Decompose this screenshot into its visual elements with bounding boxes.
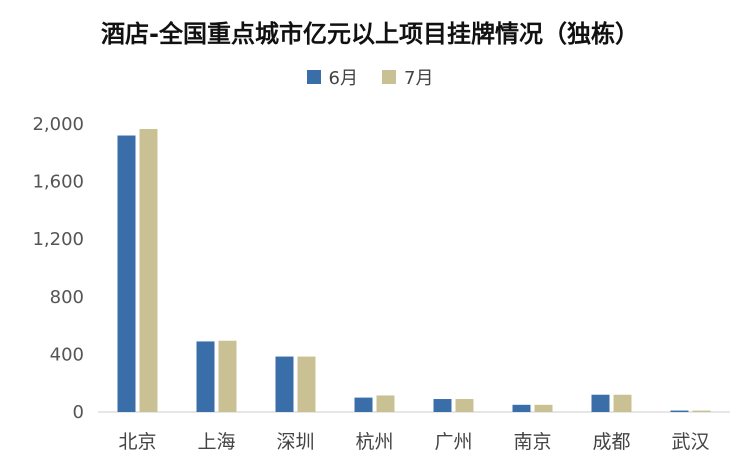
x-category-label: 成都 (592, 431, 630, 453)
bar-july-4 (455, 399, 474, 412)
legend: 6月 7月 (0, 64, 740, 90)
y-tick-label: 0 (73, 402, 84, 423)
x-category-label: 深圳 (276, 431, 314, 453)
x-category-label: 上海 (197, 431, 235, 453)
bar-july-6 (613, 394, 632, 412)
x-category-label: 北京 (118, 431, 156, 453)
bar-june-6 (591, 394, 610, 412)
legend-item-june: 6月 (306, 64, 358, 90)
legend-swatch-july (382, 70, 396, 84)
bar-june-2 (275, 356, 294, 412)
y-tick-label: 400 (50, 344, 84, 365)
bar-july-3 (376, 395, 395, 412)
legend-swatch-june (306, 70, 321, 84)
y-tick-label: 1,600 (32, 172, 84, 193)
bar-june-1 (196, 341, 215, 412)
legend-label-june: 6月 (328, 68, 358, 89)
bar-july-2 (297, 356, 316, 412)
bar-july-7 (692, 410, 711, 412)
legend-label-july: 7月 (404, 68, 434, 89)
bar-june-5 (512, 404, 531, 412)
x-category-label: 南京 (513, 431, 551, 453)
x-category-label: 武汉 (671, 431, 709, 453)
bar-july-1 (218, 340, 237, 412)
bar-july-0 (139, 129, 158, 413)
chart-title: 酒店-全国重点城市亿元以上项目挂牌情况（独栋） (101, 20, 639, 48)
bar-june-3 (354, 397, 373, 412)
bar-july-5 (534, 404, 553, 412)
bar-june-0 (117, 135, 136, 412)
y-tick-label: 800 (50, 287, 84, 308)
y-tick-label: 1,200 (32, 229, 84, 250)
bar-june-4 (433, 399, 452, 412)
y-tick-label: 2,000 (32, 114, 84, 135)
bar-june-7 (670, 410, 689, 412)
legend-item-july: 7月 (382, 64, 433, 90)
x-category-label: 杭州 (355, 431, 393, 453)
x-category-label: 广州 (434, 431, 472, 453)
